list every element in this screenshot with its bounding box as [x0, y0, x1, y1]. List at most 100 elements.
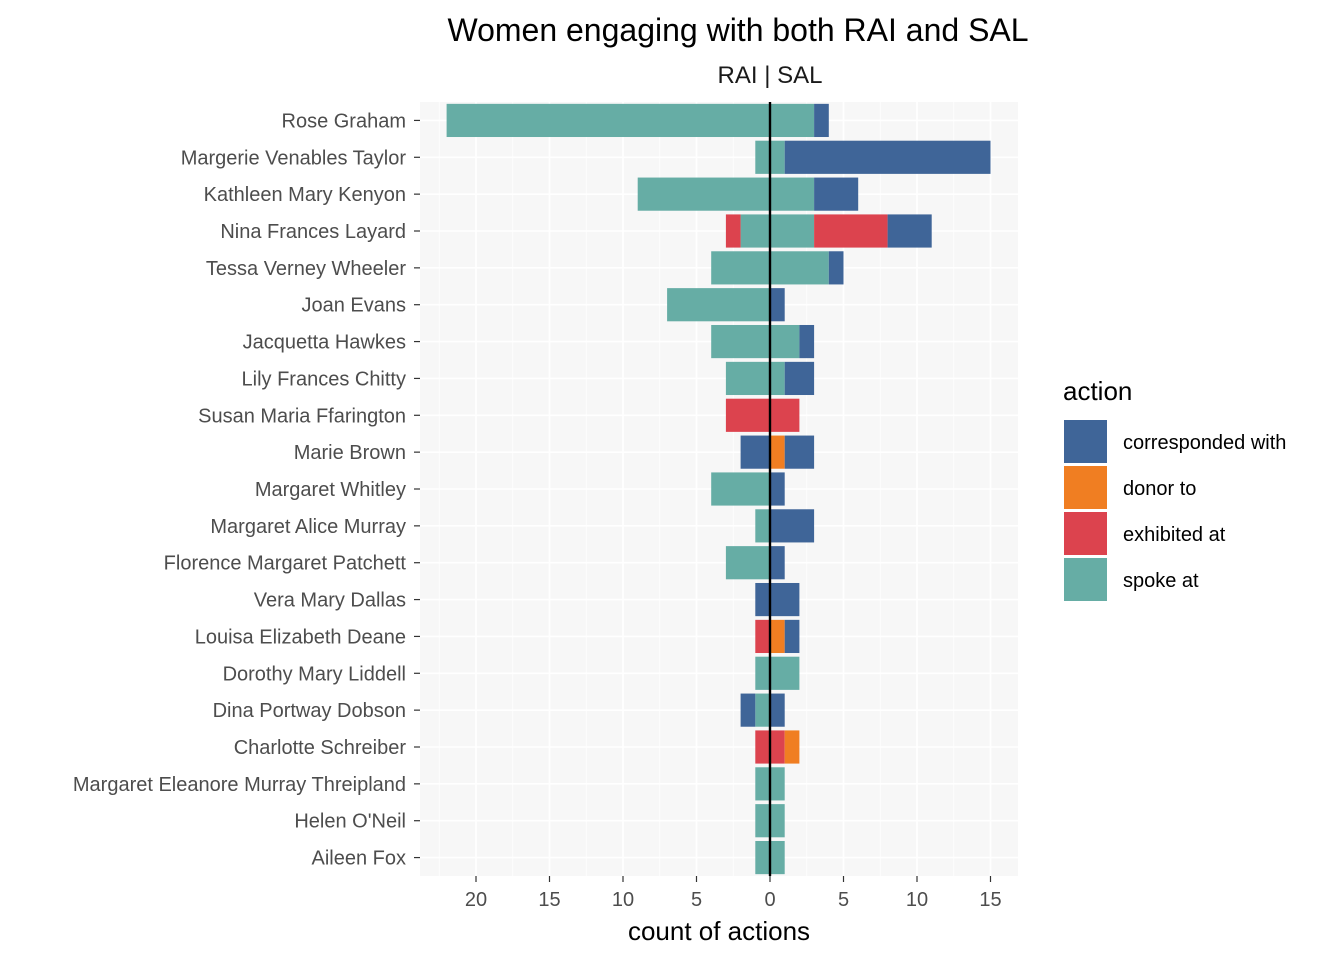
legend-label-spoke-at: spoke at: [1123, 570, 1199, 592]
bar-rai-spoke-at-helen-o-neil: [755, 804, 770, 838]
bar-rai-spoke-at-margaret-whitley: [711, 472, 770, 506]
x-axis-tick-label: 0: [764, 889, 775, 911]
legend-swatch-donor-to: [1064, 466, 1107, 509]
bar-sal-exhibited-at-nina-frances-layard: [814, 214, 888, 248]
y-axis-label: Margerie Venables Taylor: [181, 147, 407, 169]
x-axis-tick-label: 5: [691, 889, 702, 911]
bar-rai-spoke-at-florence-margaret-patchett: [725, 546, 770, 580]
y-axis-label: Margaret Whitley: [255, 479, 406, 501]
legend-label-corresponded-with: corresponded with: [1123, 432, 1286, 454]
bar-rai-exhibited-at-nina-frances-layard: [725, 214, 741, 248]
y-axis-label: Margaret Eleanore Murray Threipland: [73, 774, 406, 796]
bar-sal-corresponded-with-margaret-whitley: [770, 472, 785, 506]
bar-sal-corresponded-with-lily-frances-chitty: [784, 361, 815, 396]
bar-sal-corresponded-with-rose-graham: [814, 103, 829, 138]
bar-rai-corresponded-with-marie-brown: [740, 435, 770, 469]
bar-sal-corresponded-with-louisa-elizabeth-deane: [784, 619, 800, 654]
y-axis-label: Joan Evans: [301, 295, 406, 317]
y-axis-labels: Rose Graham Margerie Venables Taylor Kathl…: [73, 110, 420, 870]
bar-rai-spoke-at-nina-frances-layard: [740, 214, 770, 248]
y-axis-label: Dorothy Mary Liddell: [223, 663, 406, 685]
bar-rai-exhibited-at-susan-maria-ffarington: [725, 398, 770, 432]
bar-rai-spoke-at-kathleen-mary-kenyon: [637, 177, 770, 211]
bar-sal-spoke-at-aileen-fox: [770, 840, 785, 875]
legend-swatch-spoke-at: [1064, 558, 1107, 601]
y-axis-label: Susan Maria Ffarington: [198, 405, 406, 427]
legend-label-donor-to: donor to: [1123, 478, 1196, 500]
bar-rai-spoke-at-lily-frances-chitty: [725, 361, 770, 396]
bar-sal-corresponded-with-kathleen-mary-kenyon: [814, 177, 859, 211]
legend-label-exhibited-at: exhibited at: [1123, 524, 1226, 546]
bar-sal-donor-to-louisa-elizabeth-deane: [770, 619, 785, 654]
bar-sal-corresponded-with-tessa-verney-wheeler: [828, 251, 844, 285]
x-axis-tick-label: 10: [612, 889, 634, 911]
bar-rai-spoke-at-margerie-venables-taylor: [755, 140, 770, 174]
bar-sal-corresponded-with-margaret-alice-murray: [770, 509, 815, 543]
bar-rai-spoke-at-aileen-fox: [755, 840, 770, 875]
bar-rai-exhibited-at-charlotte-schreiber: [755, 730, 770, 764]
bar-rai-spoke-at-dina-portway-dobson: [755, 693, 770, 727]
y-axis-label: Louisa Elizabeth Deane: [195, 626, 406, 648]
y-axis-label: Kathleen Mary Kenyon: [204, 184, 406, 206]
bar-sal-exhibited-at-susan-maria-ffarington: [770, 398, 800, 432]
bars: [446, 103, 991, 875]
y-axis-label: Rose Graham: [282, 110, 407, 132]
bar-rai-spoke-at-rose-graham: [446, 103, 770, 138]
chart-subtitle: RAI | SAL: [718, 62, 823, 89]
bar-rai-corresponded-with-vera-mary-dallas: [755, 582, 770, 617]
y-axis-label: Aileen Fox: [312, 848, 407, 870]
bar-sal-corresponded-with-jacquetta-hawkes: [799, 324, 815, 359]
bar-sal-spoke-at-rose-graham: [770, 103, 815, 138]
x-axis-tick-label: 10: [906, 889, 928, 911]
legend-swatch-corresponded-with: [1064, 420, 1107, 463]
y-axis-label: Marie Brown: [294, 442, 406, 464]
bar-sal-spoke-at-dorothy-mary-liddell: [770, 656, 800, 690]
bar-sal-corresponded-with-marie-brown: [784, 435, 815, 469]
y-axis-label: Vera Mary Dallas: [254, 590, 406, 612]
bar-rai-spoke-at-tessa-verney-wheeler: [711, 251, 770, 285]
y-axis-label: Lily Frances Chitty: [242, 368, 407, 390]
bar-sal-corresponded-with-margerie-venables-taylor: [784, 140, 991, 174]
bar-sal-spoke-at-nina-frances-layard: [770, 214, 815, 248]
bar-sal-spoke-at-tessa-verney-wheeler: [770, 251, 829, 285]
bar-sal-donor-to-marie-brown: [770, 435, 785, 469]
bar-rai-spoke-at-margaret-alice-murray: [755, 509, 770, 543]
bar-sal-spoke-at-lily-frances-chitty: [770, 361, 785, 396]
x-axis-tick-label: 15: [538, 889, 560, 911]
bar-rai-corresponded-with-dina-portway-dobson: [740, 693, 756, 727]
x-axis-tick-label: 20: [465, 889, 487, 911]
bar-sal-spoke-at-jacquetta-hawkes: [770, 324, 800, 359]
bar-sal-corresponded-with-joan-evans: [770, 288, 785, 322]
y-axis-label: Dina Portway Dobson: [213, 700, 406, 722]
bar-sal-spoke-at-margaret-eleanore-murray-threipland: [770, 767, 785, 801]
x-axis-tick-label: 15: [979, 889, 1001, 911]
y-axis-label: Helen O'Neil: [294, 811, 406, 833]
legend: action corresponded with donor to exhibite…: [1063, 376, 1286, 601]
y-axis-label: Tessa Verney Wheeler: [206, 258, 406, 280]
x-axis-tick-label: 5: [838, 889, 849, 911]
y-axis-label: Florence Margaret Patchett: [164, 553, 407, 575]
bar-rai-spoke-at-dorothy-mary-liddell: [755, 656, 770, 690]
bar-sal-spoke-at-margerie-venables-taylor: [770, 140, 785, 174]
bar-sal-corresponded-with-florence-margaret-patchett: [770, 546, 785, 580]
bar-rai-exhibited-at-louisa-elizabeth-deane: [755, 619, 770, 654]
bar-sal-corresponded-with-vera-mary-dallas: [770, 582, 800, 617]
bar-sal-donor-to-charlotte-schreiber: [784, 730, 800, 764]
x-axis-title: count of actions: [628, 916, 810, 946]
bar-rai-spoke-at-joan-evans: [667, 288, 770, 322]
y-axis-label: Jacquetta Hawkes: [243, 332, 406, 354]
bar-rai-spoke-at-margaret-eleanore-murray-threipland: [755, 767, 770, 801]
bar-sal-exhibited-at-charlotte-schreiber: [770, 730, 785, 764]
chart-title: Women engaging with both RAI and SAL: [447, 12, 1028, 48]
legend-title: action: [1063, 376, 1132, 406]
bar-sal-spoke-at-helen-o-neil: [770, 804, 785, 838]
y-axis-label: Charlotte Schreiber: [234, 737, 407, 759]
y-axis-label: Margaret Alice Murray: [210, 516, 406, 538]
x-axis: 20 15 10 5 0 5 10 15: [465, 876, 1002, 911]
bar-sal-spoke-at-kathleen-mary-kenyon: [770, 177, 815, 211]
bar-rai-spoke-at-jacquetta-hawkes: [711, 324, 770, 359]
bar-sal-corresponded-with-nina-frances-layard: [887, 214, 932, 248]
bar-sal-corresponded-with-dina-portway-dobson: [770, 693, 785, 727]
